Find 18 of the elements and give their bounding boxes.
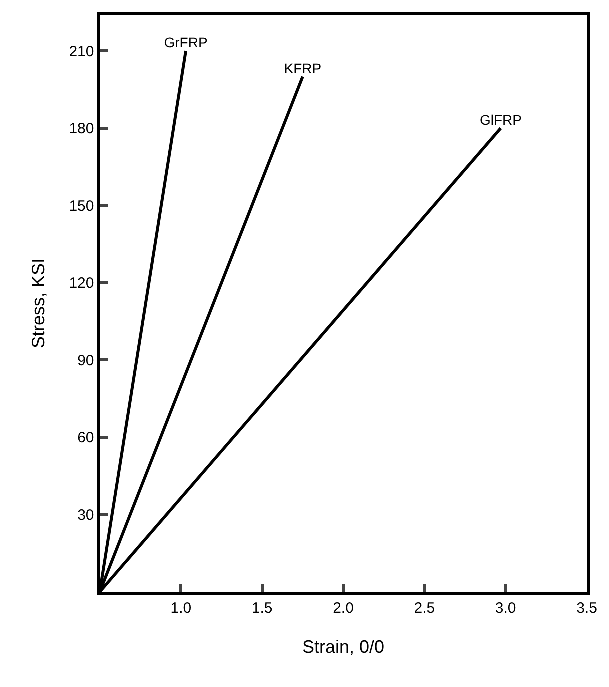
y-tick-label: 90 [78,352,94,370]
y-axis-title: Stress, KSI [28,258,48,349]
y-tick-label: 180 [69,120,94,138]
x-tick-label: 1.5 [252,600,273,617]
y-tick-label: 60 [78,430,94,447]
x-tick-label: 2.0 [333,600,354,617]
y-tick-label: 30 [78,506,94,524]
y-tick-label: 210 [69,43,94,60]
x-tick-label: 3.0 [495,600,516,617]
x-tick-label: 3.5 [576,600,598,617]
series-label: GlFRP [480,112,522,128]
series-label: GrFRP [164,34,208,51]
x-tick-label: 2.5 [414,600,436,617]
y-tick-label: 120 [69,275,94,292]
x-axis-title: Strain, 0/0 [302,636,385,657]
series-label: KFRP [284,60,322,76]
y-tick-label: 150 [69,198,94,215]
x-tick-label: 1.0 [170,600,192,617]
